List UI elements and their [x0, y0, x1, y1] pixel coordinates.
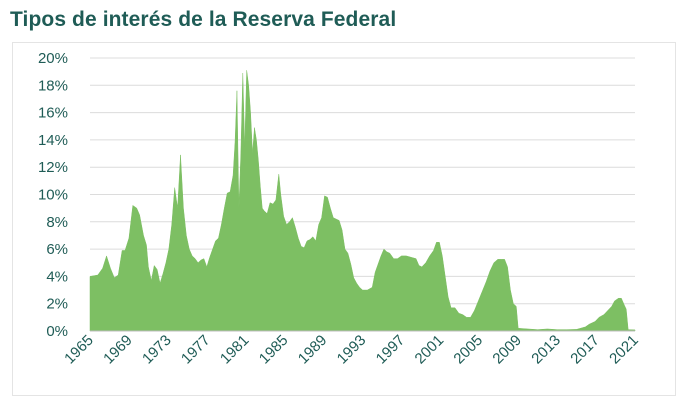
y-tick-label: 16%	[38, 105, 68, 122]
y-tick-label: 8%	[46, 214, 68, 231]
x-tick-label: 1973	[139, 332, 175, 368]
x-tick-label: 2001	[412, 332, 448, 368]
x-tick-label: 2017	[567, 332, 603, 368]
chart-panel	[12, 42, 676, 396]
y-tick-label: 4%	[46, 268, 68, 285]
x-tick-label: 1977	[178, 332, 214, 368]
x-tick-label: 1985	[256, 332, 292, 368]
y-tick-label: 20%	[38, 50, 68, 67]
x-tick-labels: 1965 1969 1973 1977 1981 1985 1989 1993 1997 2001…	[61, 332, 642, 368]
y-tick-labels: 0% 2% 4% 6% 8% 10% 12% 14% 16% 18% 20%	[38, 50, 68, 340]
x-tick-label: 1981	[217, 332, 253, 368]
x-tick-label: 1989	[295, 332, 331, 368]
x-tick-label: 2013	[528, 332, 564, 368]
y-tick-label: 2%	[46, 296, 68, 313]
rate-area-series	[89, 70, 636, 332]
area-layer	[89, 70, 636, 332]
x-tick-label: 1993	[334, 332, 370, 368]
x-tick-label: 1997	[373, 332, 409, 368]
x-tick-label: 2021	[606, 332, 642, 368]
y-tick-label: 6%	[46, 241, 68, 258]
x-tick-label: 2009	[489, 332, 525, 368]
y-tick-label: 0%	[46, 323, 68, 340]
y-tick-label: 10%	[38, 187, 68, 204]
x-tick-label: 1969	[100, 332, 136, 368]
chart-title: Tipos de interés de la Reserva Federal	[10, 8, 397, 31]
y-tick-label: 12%	[38, 159, 68, 176]
y-tick-label: 14%	[38, 132, 68, 149]
y-tick-label: 18%	[38, 77, 68, 94]
x-tick-label: 2005	[450, 332, 486, 368]
